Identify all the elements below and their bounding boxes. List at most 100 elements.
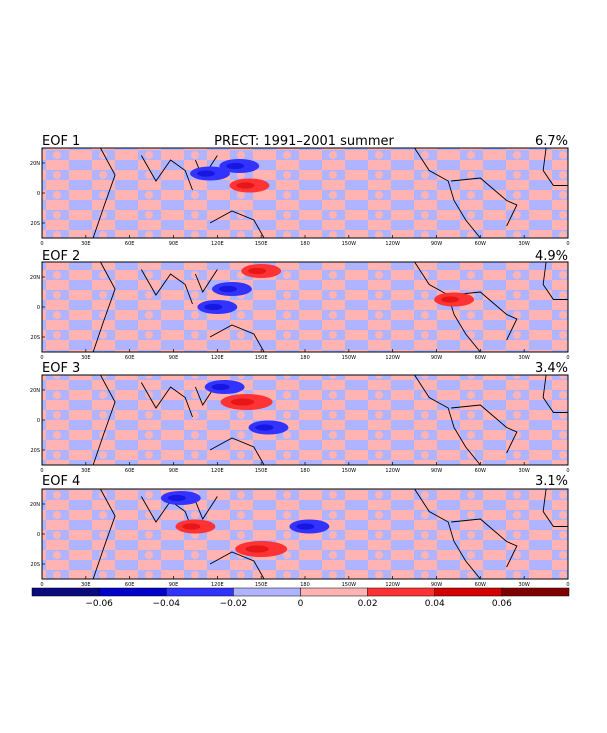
anomaly-core — [296, 523, 315, 530]
colorbar-swatch — [300, 587, 368, 597]
y-tick-label: 0 — [37, 191, 40, 197]
coastline — [414, 488, 481, 580]
anomaly-core — [441, 296, 460, 303]
anomaly-core — [204, 303, 223, 311]
x-tick-label: 150E — [255, 582, 268, 588]
y-tick-label: 20N — [30, 388, 40, 394]
anomaly-core — [226, 162, 245, 170]
colorbar-label: 0 — [298, 599, 304, 609]
x-tick-label: 150W — [342, 241, 357, 247]
colorbar-swatch — [166, 587, 234, 597]
coastline — [542, 261, 568, 300]
x-tick-label: 150W — [342, 355, 357, 361]
x-tick-label: 120W — [385, 241, 400, 247]
anomaly-core — [211, 383, 230, 391]
x-tick-label: 30E — [81, 582, 91, 588]
x-tick-label: 150E — [255, 468, 268, 474]
coastline — [542, 374, 568, 413]
x-tick-label: 0 — [40, 355, 43, 361]
x-tick-label: 0 — [566, 355, 569, 361]
coastline — [140, 269, 193, 305]
x-tick-label: 90E — [169, 582, 179, 588]
x-tick-label: 30E — [81, 355, 91, 361]
x-tick-label: 60E — [125, 582, 135, 588]
x-tick-label: 90E — [169, 468, 179, 474]
x-tick-label: 120W — [385, 582, 400, 588]
y-tick-label: 20S — [30, 335, 40, 341]
x-tick-label: 60E — [125, 355, 135, 361]
y-tick-label: 0 — [37, 418, 40, 424]
colorbar: −0.06 −0.04 −0.02 0 0.02 0.04 0.06 — [31, 587, 570, 609]
coastline — [451, 177, 518, 227]
panel-4-label: EOF 4 — [42, 474, 80, 489]
anomaly-core — [236, 182, 255, 189]
panel-3-variance: 3.4% — [535, 361, 568, 376]
anomaly-core — [197, 170, 216, 177]
coastline — [451, 518, 518, 568]
panel-field-background — [42, 489, 568, 579]
x-tick-label: 60W — [475, 355, 486, 361]
x-tick-label: 0 — [566, 582, 569, 588]
panel-field-background — [42, 262, 568, 352]
x-tick-label: 30W — [519, 355, 530, 361]
colorbar-swatch — [31, 587, 100, 597]
coastline — [140, 155, 193, 191]
anomaly-core — [167, 494, 186, 502]
coastline — [195, 496, 218, 520]
x-tick-label: 150E — [255, 241, 268, 247]
panel-1-label: EOF 1 — [42, 134, 80, 149]
y-tick-label: 20N — [30, 502, 40, 508]
coastline — [92, 261, 116, 353]
x-tick-label: 90E — [169, 355, 179, 361]
coastline — [451, 404, 518, 454]
panel-4-variance: 3.1% — [535, 474, 568, 489]
anomaly-core — [255, 424, 274, 431]
coastline — [92, 374, 116, 466]
y-tick-label: 0 — [37, 532, 40, 538]
x-tick-label: 120E — [211, 468, 224, 474]
anomaly-core — [230, 398, 255, 406]
coastline — [414, 147, 481, 239]
x-tick-label: 120E — [211, 241, 224, 247]
x-tick-label: 90W — [431, 241, 442, 247]
eof-panel-3: 0 30E 60E 90E 120E 150E 180 150W 120W 90W 60W 30W 0 2… — [30, 374, 570, 474]
x-tick-label: 90W — [431, 468, 442, 474]
colorbar-swatch — [434, 587, 503, 597]
eof-panel-1: 0 30E 60E 90E 120E 150E 180 150W 120W 90W 60W 30W 0 2… — [30, 147, 570, 247]
x-tick-label: 60W — [475, 468, 486, 474]
x-tick-label: 120E — [211, 355, 224, 361]
panel-field-background — [42, 375, 568, 465]
chart-title: PRECT: 1991–2001 summer — [214, 134, 394, 149]
coastline — [92, 147, 116, 239]
x-tick-label: 90W — [431, 355, 442, 361]
x-tick-label: 30W — [519, 582, 530, 588]
x-tick-label: 180 — [300, 355, 310, 361]
y-tick-label: 20S — [30, 448, 40, 454]
colorbar-swatch — [367, 587, 435, 597]
y-tick-label: 20N — [30, 275, 40, 281]
y-tick-label: 20S — [30, 221, 40, 227]
panel-field-background — [42, 148, 568, 238]
colorbar-label: 0.04 — [425, 599, 445, 609]
coastline — [209, 551, 265, 580]
anomaly-core — [218, 285, 237, 293]
x-tick-label: 180 — [300, 468, 310, 474]
coastline — [542, 147, 568, 186]
x-tick-label: 150W — [342, 468, 357, 474]
y-tick-label: 20N — [30, 161, 40, 167]
x-tick-label: 30E — [81, 241, 91, 247]
colorbar-label: −0.02 — [220, 599, 248, 609]
anomaly-core — [248, 267, 267, 275]
coastline — [542, 488, 568, 527]
x-tick-label: 120W — [385, 355, 400, 361]
x-tick-label: 90W — [431, 582, 442, 588]
coastline — [209, 210, 265, 239]
x-tick-label: 60W — [475, 582, 486, 588]
anomaly-core — [245, 545, 269, 553]
y-tick-label: 20S — [30, 562, 40, 568]
colorbar-label: 0.06 — [492, 599, 512, 609]
x-tick-label: 180 — [300, 582, 310, 588]
eof-panel-4: 0 30E 60E 90E 120E 150E 180 150W 120W 90W 60W 30W 0 2… — [30, 488, 570, 588]
anomaly-core — [182, 523, 201, 530]
